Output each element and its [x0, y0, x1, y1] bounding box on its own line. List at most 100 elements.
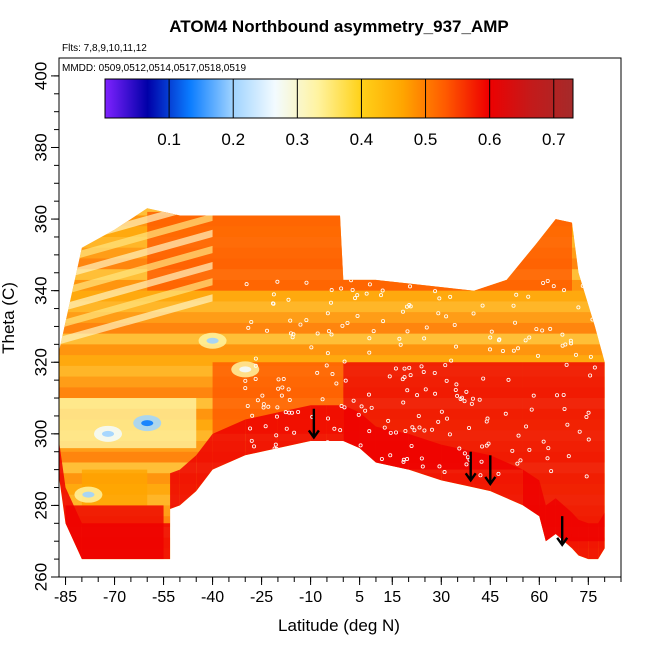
obs-dot [410, 425, 415, 430]
y-tick-label: 320 [31, 348, 50, 376]
obs-dot [367, 336, 372, 341]
obs-dot [250, 413, 255, 418]
y-tick-label: 300 [31, 420, 50, 448]
obs-dot [398, 342, 403, 347]
obs-dot [366, 392, 371, 397]
obs-dot [448, 294, 453, 299]
down-arrow-icon [307, 408, 320, 440]
obs-dot [369, 405, 374, 410]
lower-strip [212, 419, 246, 470]
obs-dot [546, 446, 551, 451]
chart-title: ATOM4 Northbound asymmetry_937_AMP [169, 17, 508, 36]
obs-dot [379, 293, 384, 298]
x-tick-label: -55 [152, 589, 175, 606]
x-tick-label: -85 [54, 589, 77, 606]
obs-dot [404, 304, 409, 309]
theta-streak [59, 333, 605, 345]
obs-dot [356, 470, 361, 475]
obs-dot [577, 429, 582, 434]
obs-dot [315, 370, 320, 375]
obs-dot [453, 387, 458, 392]
obs-dot [362, 469, 367, 474]
obs-dot [388, 453, 393, 458]
obs-dot [592, 365, 597, 370]
obs-dot [574, 352, 579, 357]
obs-dot [566, 454, 571, 459]
obs-dot [324, 363, 329, 368]
lower-strip [359, 412, 376, 463]
obs-dot [338, 428, 343, 433]
obs-dot [454, 284, 459, 289]
obs-dot [298, 322, 303, 327]
obs-dot [281, 377, 286, 382]
arrow-markers [307, 408, 569, 547]
theta-streak [59, 290, 605, 302]
obs-dot [442, 470, 447, 475]
obs-dot [292, 430, 297, 435]
obs-dot [363, 408, 368, 413]
obs-dot [276, 386, 281, 391]
obs-dot [411, 279, 416, 284]
obs-dot [423, 387, 428, 392]
obs-dot [529, 407, 534, 412]
lower-strip [196, 433, 213, 492]
obs-dot [500, 348, 505, 353]
obs-dot [514, 292, 519, 297]
obs-dot [350, 287, 355, 292]
obs-dot [534, 327, 539, 332]
obs-dot [430, 427, 435, 432]
lower-strip [555, 498, 572, 549]
obs-dot [503, 411, 508, 416]
obs-dot [253, 376, 258, 381]
obs-dot [326, 416, 331, 421]
theta-streak [59, 312, 605, 323]
lower-strip [375, 426, 409, 470]
obs-dot [551, 284, 556, 289]
obs-dot [355, 293, 360, 298]
obs-dot [469, 401, 474, 406]
obs-dot [433, 289, 438, 294]
obs-dot [383, 468, 388, 473]
obs-dot [422, 336, 427, 341]
obs-dot [382, 425, 387, 430]
obs-dot [471, 311, 476, 316]
obs-dot [545, 456, 550, 461]
colorbar-tick-label: 0.7 [542, 130, 566, 149]
obs-dot [576, 305, 581, 310]
obs-dot [246, 325, 251, 330]
obs-dot [420, 464, 425, 469]
obs-dot [355, 313, 360, 318]
obs-dot [266, 404, 271, 409]
obs-dot [306, 464, 311, 469]
y-tick-label: 360 [31, 205, 50, 233]
obs-dot [419, 364, 424, 369]
obs-dot [510, 448, 515, 453]
obs-dot [511, 303, 516, 308]
obs-dot [432, 370, 437, 375]
obs-dot [260, 393, 265, 398]
lower-strip [65, 487, 82, 560]
obs-dot [527, 335, 532, 340]
obs-dot [439, 409, 444, 414]
obs-dot [535, 353, 540, 358]
obs-dot [560, 332, 565, 337]
lower-strip [539, 480, 546, 542]
colorbar-gradient [104, 78, 574, 119]
obs-dot [548, 326, 553, 331]
obs-dot [291, 472, 296, 477]
obs-dot [325, 440, 330, 445]
cold-spot-core [206, 337, 219, 344]
lower-strip [81, 523, 171, 560]
obs-dot [407, 365, 412, 370]
obs-dot [480, 303, 485, 308]
obs-dot [371, 329, 376, 334]
theta-streak [59, 322, 605, 334]
obs-dot [496, 471, 501, 476]
obs-dot [588, 302, 593, 307]
theta-streak [59, 559, 621, 570]
obs-dot [243, 386, 248, 391]
obs-dot [477, 397, 482, 402]
obs-dot [329, 288, 334, 293]
obs-dot [584, 415, 589, 420]
obs-dot [447, 432, 452, 437]
